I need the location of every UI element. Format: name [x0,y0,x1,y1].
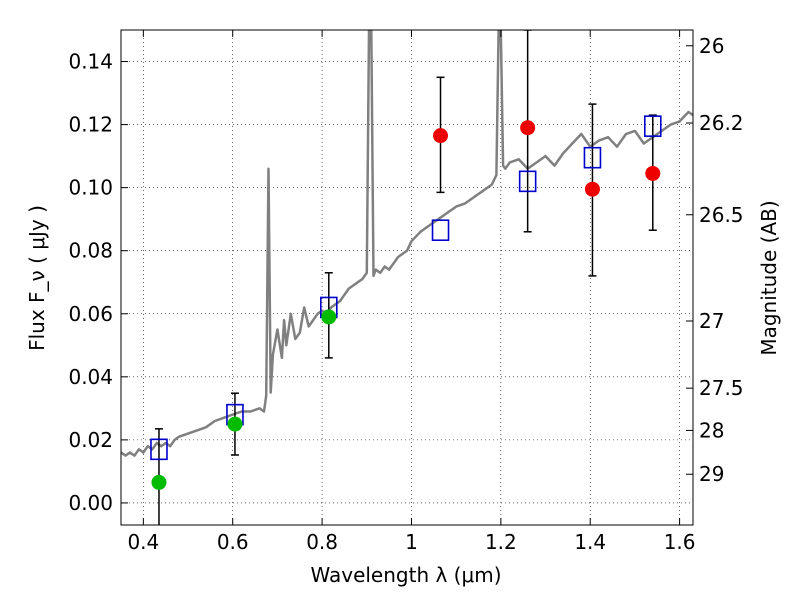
model-flux-square [431,219,450,242]
sed-model-line [121,30,693,457]
y-tick-label: 0.10 [68,176,113,200]
x-tick-label: 0.4 [127,530,159,554]
x-tick-label: 0.8 [306,530,338,554]
model-flux-square [150,438,168,461]
plot-layer [121,30,693,525]
right-axis-label: Magnitude (AB) [757,200,781,355]
x-axis-label: Wavelength λ (μm) [310,563,501,587]
red-point [520,120,536,136]
model-flux-square [583,146,602,169]
y-tick-label: 0.14 [68,50,113,74]
x-tick-label: 1.6 [664,530,696,554]
x-tick-label: 1.4 [574,530,606,554]
model-flux-square [643,115,662,137]
y-tick-label: 0.12 [68,113,113,137]
y-axis-label: Flux F_ν ( μJy ) [25,205,49,351]
ticks-layer: 0.4 0.6 0.8 1 1.2 1.4 1.6 0.00 0.02 0.04 0.06 0.08 0… [68,30,744,554]
y-tick-label: 0.02 [68,428,113,452]
red-point [584,181,600,197]
x-tick-label: 1.2 [485,530,517,554]
right-tick-label: 26.2 [699,111,744,135]
y-tick-label: 0.06 [68,302,113,326]
y-tick-label: 0.00 [68,491,113,515]
x-tick-label: 0.6 [217,530,249,554]
red-point [433,128,449,144]
y-tick-label: 0.04 [68,365,113,389]
detection-point [227,416,243,432]
right-tick-label: 28 [699,418,724,442]
right-tick-label: 26.5 [699,203,744,227]
right-tick-label: 26 [699,34,724,58]
detection-point [321,309,337,325]
right-tick-label: 29 [699,462,724,486]
red-point [645,165,661,181]
axes-frame [120,29,694,526]
grid-layer [121,30,693,525]
y-tick-label: 0.08 [68,239,113,263]
right-tick-label: 27.5 [699,376,744,400]
detection-point [151,474,167,490]
x-tick-label: 1 [405,530,418,554]
right-tick-label: 27 [699,309,724,333]
model-flux-square [518,170,537,193]
